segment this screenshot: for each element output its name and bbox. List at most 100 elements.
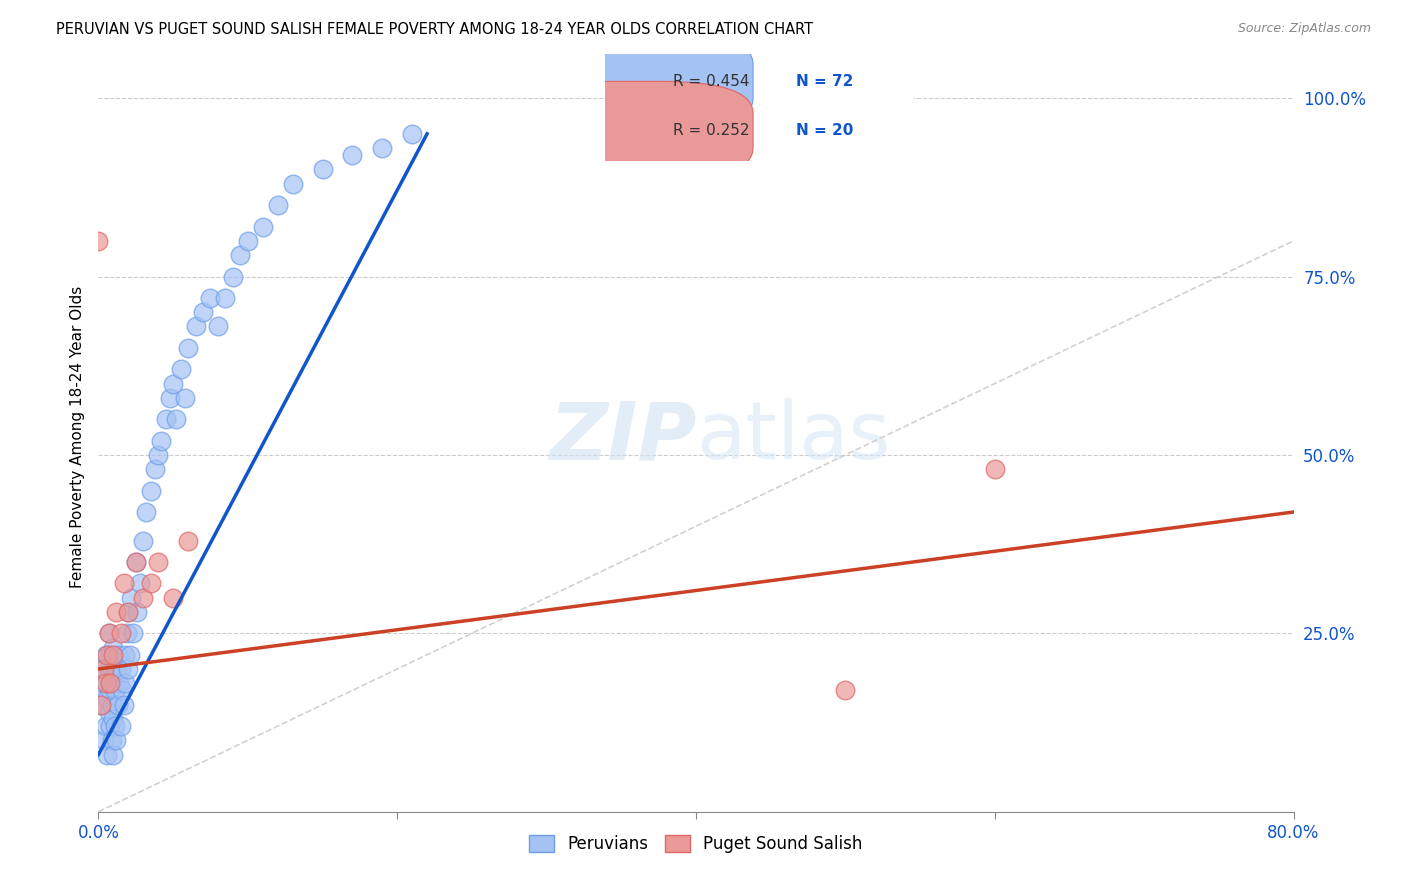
FancyBboxPatch shape xyxy=(512,21,1007,193)
Point xyxy=(207,319,229,334)
Point xyxy=(114,676,136,690)
Point xyxy=(177,341,200,355)
Point xyxy=(103,747,125,762)
Point xyxy=(108,676,131,690)
Point xyxy=(97,662,120,676)
Text: N = 20: N = 20 xyxy=(796,123,853,138)
Point xyxy=(103,676,125,690)
Point xyxy=(984,462,1007,476)
Point xyxy=(101,698,124,712)
Point xyxy=(117,605,139,619)
Point xyxy=(97,705,120,719)
Point xyxy=(267,198,290,212)
Point xyxy=(115,626,138,640)
Point xyxy=(139,576,162,591)
Point xyxy=(135,505,157,519)
Y-axis label: Female Poverty Among 18-24 Year Olds: Female Poverty Among 18-24 Year Olds xyxy=(69,286,84,588)
Point xyxy=(110,626,132,640)
Point xyxy=(118,648,141,662)
Point xyxy=(165,412,187,426)
Point xyxy=(94,719,117,733)
Text: ZIP: ZIP xyxy=(548,398,696,476)
Point xyxy=(101,662,124,676)
Point xyxy=(107,698,129,712)
Text: PERUVIAN VS PUGET SOUND SALISH FEMALE POVERTY AMONG 18-24 YEAR OLDS CORRELATION : PERUVIAN VS PUGET SOUND SALISH FEMALE PO… xyxy=(56,22,813,37)
Point xyxy=(120,591,142,605)
Point xyxy=(110,719,132,733)
Point xyxy=(127,605,149,619)
Point xyxy=(90,698,112,712)
Legend: Peruvians, Puget Sound Salish: Peruvians, Puget Sound Salish xyxy=(523,828,869,860)
Point xyxy=(112,698,135,712)
Point xyxy=(87,234,110,248)
Point xyxy=(371,141,394,155)
Point xyxy=(252,219,274,234)
Point xyxy=(125,555,148,569)
Point xyxy=(93,733,115,747)
Point xyxy=(125,555,148,569)
Point xyxy=(150,434,173,448)
Point xyxy=(117,662,139,676)
Point xyxy=(98,676,122,690)
Point xyxy=(105,605,128,619)
Point xyxy=(111,683,134,698)
FancyBboxPatch shape xyxy=(524,32,754,130)
Point xyxy=(342,148,364,162)
Point xyxy=(139,483,162,498)
Point xyxy=(114,648,136,662)
Point xyxy=(191,305,214,319)
Point xyxy=(162,376,184,391)
Point xyxy=(97,626,120,640)
Point xyxy=(311,162,333,177)
FancyBboxPatch shape xyxy=(524,81,754,180)
Point xyxy=(105,662,128,676)
Point xyxy=(98,648,122,662)
Point xyxy=(174,391,197,405)
Text: Source: ZipAtlas.com: Source: ZipAtlas.com xyxy=(1237,22,1371,36)
Point xyxy=(129,576,152,591)
Text: R = 0.252: R = 0.252 xyxy=(672,123,749,138)
Point xyxy=(162,591,184,605)
Point xyxy=(214,291,236,305)
Text: atlas: atlas xyxy=(696,398,890,476)
Point xyxy=(236,234,259,248)
Point xyxy=(90,698,112,712)
Text: N = 72: N = 72 xyxy=(796,74,853,89)
Point xyxy=(104,683,127,698)
Point xyxy=(94,676,117,690)
Point xyxy=(132,591,155,605)
Text: R = 0.454: R = 0.454 xyxy=(672,74,749,89)
Point xyxy=(94,648,117,662)
Point xyxy=(148,555,170,569)
Point xyxy=(112,576,135,591)
Point xyxy=(148,448,170,462)
Point xyxy=(103,648,125,662)
Point xyxy=(169,362,191,376)
Point xyxy=(96,690,118,705)
Point xyxy=(110,662,132,676)
Point xyxy=(222,269,245,284)
Point xyxy=(155,412,177,426)
Point xyxy=(184,319,207,334)
Point xyxy=(87,683,110,698)
Point xyxy=(834,683,856,698)
Point xyxy=(117,605,139,619)
Point xyxy=(97,626,120,640)
Point xyxy=(229,248,252,262)
Point xyxy=(281,177,304,191)
Point xyxy=(87,662,110,676)
Point xyxy=(101,733,124,747)
Point xyxy=(98,719,122,733)
Point xyxy=(98,683,122,698)
Point xyxy=(104,719,127,733)
Point xyxy=(401,127,423,141)
Point xyxy=(103,712,125,726)
Point xyxy=(159,391,181,405)
Point xyxy=(143,462,166,476)
Point xyxy=(96,648,118,662)
Point xyxy=(91,676,114,690)
Point xyxy=(93,662,115,676)
Point xyxy=(105,733,128,747)
Point xyxy=(107,648,129,662)
Point xyxy=(96,747,118,762)
